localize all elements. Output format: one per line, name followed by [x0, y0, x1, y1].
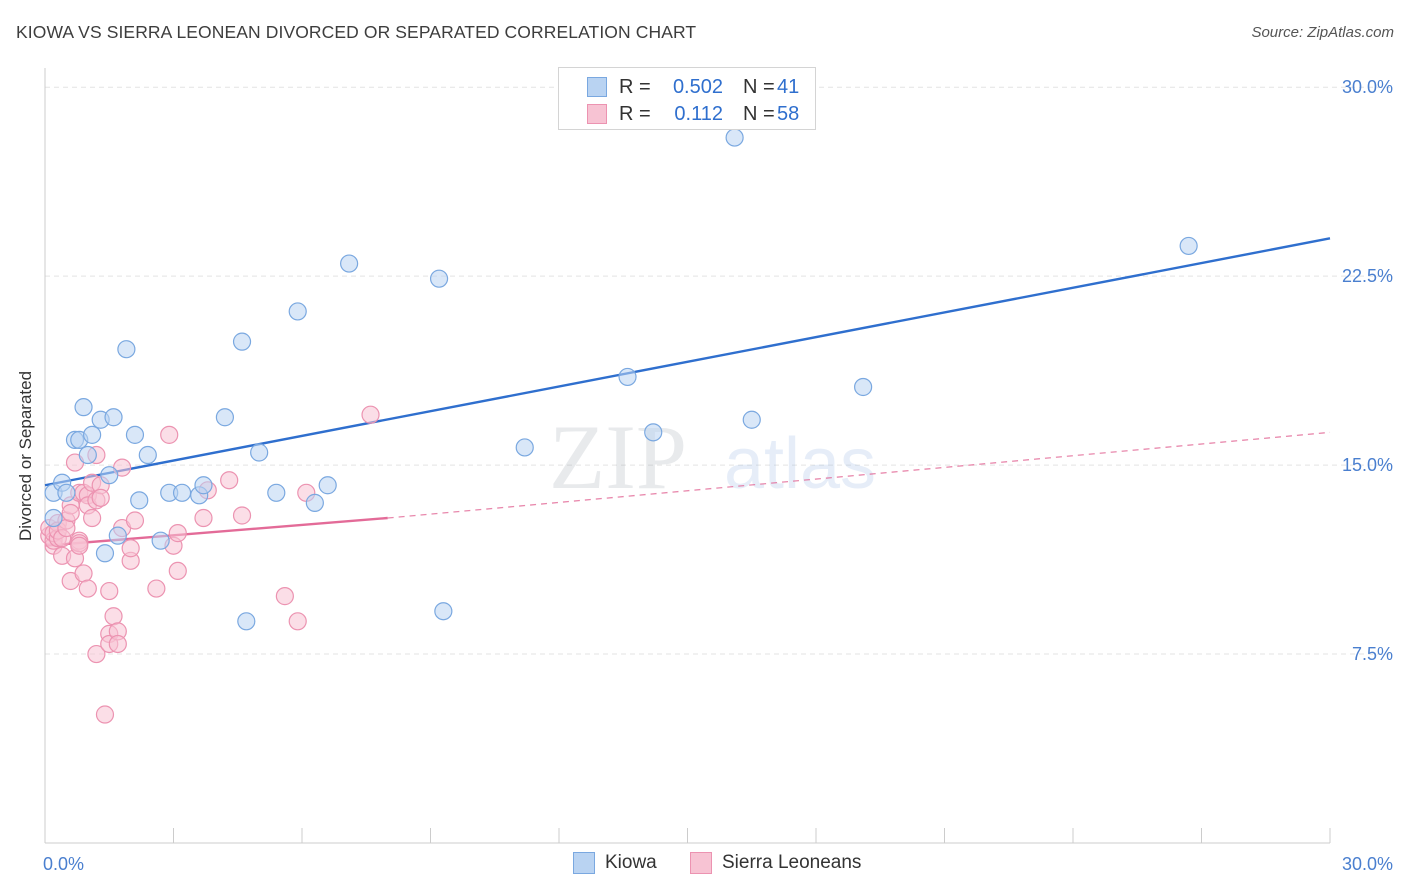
n-value: 41 — [777, 75, 800, 98]
kiowa-point — [237, 612, 256, 631]
sierra-trend-line-extended — [387, 431, 1331, 519]
sierra-leonean-point — [275, 587, 294, 606]
sierra-leonean-point — [121, 539, 140, 558]
kiowa-point — [267, 483, 286, 502]
kiowa-point — [100, 466, 119, 485]
sierra-leonean-point — [194, 508, 213, 528]
axes — [44, 68, 1331, 844]
legend-item-sierra-leoneans[interactable]: Sierra Leoneans — [690, 852, 861, 874]
watermark: ZIP atlas — [549, 406, 876, 508]
kiowa-swatch — [573, 852, 595, 874]
kiowa-point — [57, 483, 76, 502]
kiowa-point — [151, 531, 170, 550]
legend-row-kiowa: R = 0.502 N = 41 — [587, 75, 799, 99]
grid-lines — [45, 86, 1390, 655]
series-legend: Kiowa Sierra Leoneans — [0, 852, 1406, 876]
kiowa-point — [194, 476, 213, 495]
legend-item-kiowa[interactable]: Kiowa — [573, 852, 657, 874]
kiowa-point — [95, 544, 115, 563]
sierra-leonean-point — [361, 405, 380, 424]
sierra-swatch — [587, 104, 607, 124]
sierra-leonean-point — [95, 705, 115, 724]
kiowa-point — [340, 254, 359, 273]
sierra-leonean-point — [125, 511, 145, 530]
data-points — [40, 128, 1198, 724]
kiowa-point — [742, 410, 761, 429]
kiowa-point — [854, 377, 873, 397]
chart-title: KIOWA VS SIERRA LEONEAN DIVORCED OR SEPA… — [16, 22, 697, 42]
kiowa-point — [83, 425, 102, 444]
r-value: 0.112 — [674, 102, 723, 125]
kiowa-point — [618, 367, 637, 387]
sierra-leonean-point — [168, 524, 187, 543]
sierra-leonean-point — [78, 579, 97, 598]
kiowa-point — [125, 425, 145, 444]
kiowa-point — [108, 526, 127, 545]
r-label: R = — [619, 102, 651, 125]
kiowa-swatch — [587, 77, 607, 97]
legend-row-sierra: R = 0.112 N = 58 — [587, 102, 799, 126]
trend-lines — [44, 237, 1331, 547]
kiowa-point — [250, 443, 269, 462]
sierra-leonean-point — [220, 471, 239, 490]
sierra-leonean-point — [87, 644, 106, 664]
sierra-leonean-point — [288, 612, 307, 631]
sierra-leonean-point — [74, 564, 93, 583]
sierra-leonean-point — [104, 607, 123, 626]
kiowa-point — [215, 408, 234, 427]
sierra-leonean-point — [232, 506, 252, 525]
sierra-leonean-point — [108, 634, 127, 654]
kiowa-point — [434, 602, 453, 621]
y-tick-label: 7.5% — [1352, 644, 1393, 664]
watermark-zip: ZIP — [549, 406, 687, 508]
kiowa-point — [725, 128, 744, 147]
kiowa-point — [644, 423, 663, 442]
kiowa-point — [1179, 236, 1198, 256]
sierra-leonean-point — [61, 503, 80, 523]
watermark-atlas: atlas — [724, 424, 876, 504]
stats-legend: R = 0.502 N = 41 R = 0.112 N = 58 — [558, 67, 816, 130]
kiowa-trend-line — [44, 237, 1331, 487]
sierra-swatch — [690, 852, 712, 874]
kiowa-point — [232, 332, 252, 351]
y-tick-label: 30.0% — [1342, 77, 1393, 97]
r-label: R = — [619, 75, 651, 98]
sierra-leonean-point — [160, 425, 179, 444]
kiowa-point — [288, 302, 307, 321]
y-tick-label: 22.5% — [1342, 266, 1393, 286]
r-value: 0.502 — [672, 75, 723, 98]
kiowa-point — [515, 438, 534, 457]
source-label: Source: ZipAtlas.com — [1251, 24, 1394, 41]
sierra-leonean-point — [91, 488, 110, 507]
sierra-leonean-point — [83, 508, 102, 528]
kiowa-point — [318, 476, 337, 495]
x-tick-label: 0.0% — [43, 854, 84, 874]
kiowa-point — [130, 491, 149, 510]
legend-label: Kiowa — [605, 852, 657, 873]
kiowa-point — [74, 398, 93, 417]
sierra-leonean-point — [70, 536, 89, 555]
sierra-trend-line — [44, 516, 388, 547]
sierra-leonean-point — [100, 581, 119, 601]
sierra-leonean-point — [147, 579, 166, 598]
legend-label: Sierra Leoneans — [722, 852, 862, 873]
kiowa-point — [78, 445, 97, 465]
kiowa-point — [138, 445, 157, 465]
kiowa-point — [172, 483, 192, 502]
n-value: 58 — [777, 102, 800, 125]
y-tick-label: 15.0% — [1342, 455, 1393, 475]
kiowa-point — [104, 408, 123, 427]
n-label: N = — [743, 102, 775, 125]
kiowa-point — [117, 340, 136, 359]
sierra-leonean-point — [168, 561, 187, 581]
kiowa-point — [44, 508, 63, 528]
tick-labels: 7.5% 15.0% 22.5% 30.0% 0.0% 30.0% — [43, 77, 1393, 874]
kiowa-point — [429, 269, 449, 288]
x-tick-label: 30.0% — [1342, 854, 1393, 874]
kiowa-point — [305, 493, 324, 512]
n-label: N = — [743, 75, 775, 98]
